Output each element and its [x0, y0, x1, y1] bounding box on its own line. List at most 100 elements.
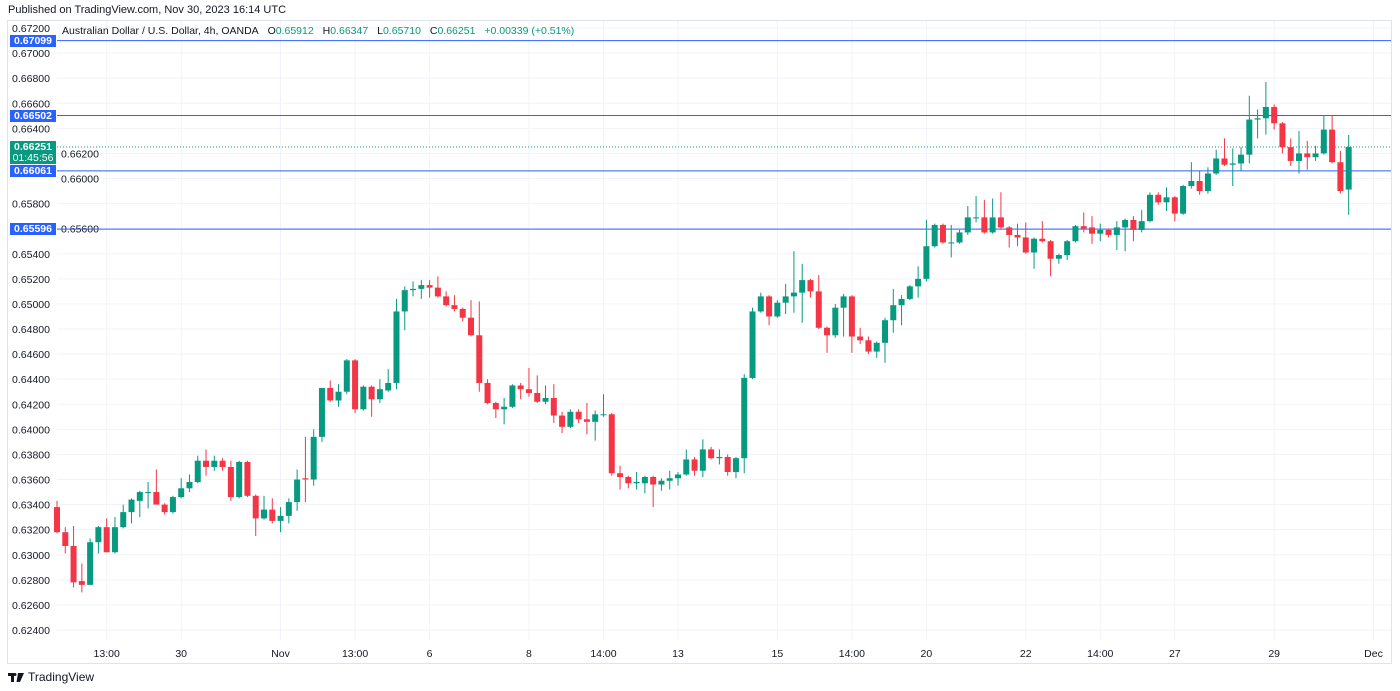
candle-body-down	[1006, 227, 1013, 235]
candle-body-up	[418, 285, 425, 289]
candle-body-down	[492, 403, 499, 410]
candle-body-down	[70, 545, 77, 583]
candle-body-up	[360, 386, 367, 410]
candle-body-up	[675, 474, 681, 479]
candle-body-down	[1080, 226, 1087, 229]
candle-body-up	[882, 320, 888, 343]
candle-body-down	[815, 291, 822, 328]
candle-body-down	[1221, 158, 1228, 165]
candle-body-up	[931, 224, 938, 247]
candle-body-up	[310, 436, 317, 480]
candle-body-up	[1072, 226, 1079, 242]
x-tick-label: 29	[1268, 648, 1280, 660]
low-value: 0.65710	[382, 25, 421, 37]
y-tick-label: 0.64600	[12, 349, 50, 361]
candle-body-down	[227, 466, 234, 498]
candle-body-up	[633, 482, 640, 484]
x-tick-label: 15	[772, 648, 784, 660]
symbol-description: Australian Dollar / U.S. Dollar, 4h, OAN…	[62, 25, 259, 37]
candle-body-down	[608, 414, 615, 474]
y-tick-label: 0.65200	[12, 274, 50, 286]
x-tick-label: 20	[921, 648, 933, 660]
y-tick-label: 0.63400	[12, 500, 50, 512]
candle-body-up	[1113, 227, 1120, 235]
candle-body-up	[666, 478, 673, 481]
y-tick-label: 0.64800	[12, 324, 50, 336]
y-tick-label: 0.63200	[12, 525, 50, 537]
candle-body-down	[252, 495, 259, 519]
candle-body-up	[542, 397, 549, 402]
candle-body-up	[948, 242, 955, 244]
candle-body-up	[318, 387, 325, 437]
x-tick-label: 8	[526, 648, 532, 660]
candle-body-down	[1196, 181, 1203, 192]
candle-body-up	[1262, 107, 1269, 119]
candle-body-down	[302, 478, 309, 480]
candle-body-down	[550, 397, 557, 416]
candle-body-up	[1296, 153, 1302, 161]
candle-body-up	[285, 502, 292, 516]
candle-body-up	[989, 217, 996, 233]
candle-body-up	[294, 479, 301, 503]
y-tick-label: 0.67000	[12, 48, 50, 60]
candle-body-up	[741, 377, 748, 459]
candle-body-up	[393, 311, 400, 383]
candle-body-up	[385, 382, 392, 391]
candle-body-up	[1180, 186, 1187, 214]
chart-legend: Australian Dollar / U.S. Dollar, 4h, OAN…	[62, 25, 580, 37]
candle-body-up	[956, 232, 963, 243]
candle-body-down	[459, 308, 466, 318]
candle-body-up	[832, 307, 839, 336]
candle-body-down	[691, 459, 698, 471]
y-tick-label: 0.65000	[12, 299, 50, 311]
candle-body-down	[534, 392, 541, 402]
current-price-badge: 0.66251 01:45:56	[10, 141, 56, 164]
candle-body-up	[1246, 119, 1253, 155]
y-tick-label: 0.62400	[12, 625, 50, 637]
candle-body-up	[1345, 147, 1352, 190]
candle-body-up	[128, 499, 135, 513]
candle-body-down	[54, 507, 60, 533]
candle-body-down	[617, 473, 624, 478]
candle-body-up	[120, 512, 127, 528]
candle-body-up	[1238, 154, 1245, 164]
candle-body-down	[583, 419, 590, 422]
y-tick-label: 0.63600	[12, 475, 50, 487]
candle-body-down	[865, 340, 872, 352]
candle-body-down	[1047, 241, 1054, 259]
candle-body-down	[1329, 129, 1336, 163]
candle-body-down	[575, 411, 582, 420]
candle-body-down	[1022, 237, 1029, 253]
y-tick-label: 0.62600	[12, 600, 50, 612]
candle-body-up	[1055, 255, 1062, 259]
candle-body-down	[484, 382, 491, 404]
candle-body-up	[592, 414, 599, 422]
candle-body-down	[708, 449, 715, 459]
published-caption: Published on TradingView.com, Nov 30, 20…	[8, 4, 287, 16]
candle-body-down	[153, 492, 160, 505]
candle-body-down	[766, 296, 773, 317]
candle-body-up	[401, 290, 408, 312]
candle-body-down	[517, 385, 524, 390]
candle-body-down	[1271, 107, 1278, 124]
y-tick-label: 0.65400	[12, 249, 50, 261]
candle-body-down	[1337, 162, 1344, 192]
candle-body-up	[1122, 219, 1129, 228]
candle-body-up	[509, 385, 516, 407]
candle-body-up	[178, 488, 185, 498]
x-tick-label: 6	[427, 648, 433, 660]
candle-body-down	[219, 460, 226, 467]
level-badge-3: 0.66061	[10, 165, 56, 177]
candle-body-down	[857, 336, 864, 341]
candle-body-up	[890, 305, 897, 321]
candle-body-up	[774, 302, 781, 317]
candle-body-down	[981, 217, 988, 233]
candle-body-up	[1188, 181, 1195, 187]
candle-body-down	[426, 285, 433, 288]
candle-body-down	[559, 415, 566, 427]
candle-body-up	[757, 296, 764, 312]
footer: TradingView	[8, 670, 94, 684]
x-tick-label: 27	[1169, 648, 1181, 660]
candle-body-down	[352, 360, 359, 410]
